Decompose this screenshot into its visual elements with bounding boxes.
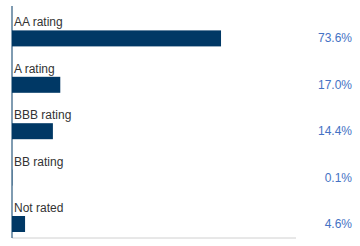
baseline [12, 6, 13, 238]
bar [12, 216, 25, 232]
data-label: 73.6% [318, 31, 352, 45]
x-axis-line [12, 238, 296, 239]
data-label: 17.0% [318, 78, 352, 92]
chart-container: AA rating 73.6% A rating 17.0% BBB rating 14.… [0, 0, 360, 246]
data-label: 4.6% [325, 217, 353, 231]
data-label: 0.1% [325, 171, 353, 185]
bar [12, 30, 221, 46]
bars [12, 30, 221, 232]
category-label: Not rated [14, 201, 63, 215]
bar [12, 77, 60, 93]
category-label: BBB rating [14, 108, 71, 122]
chart: AA rating 73.6% A rating 17.0% BBB rating 14.… [0, 0, 360, 246]
data-label: 14.4% [318, 124, 352, 138]
category-label: BB rating [14, 155, 63, 169]
labels: AA rating 73.6% A rating 17.0% BBB rating 14.… [14, 15, 352, 231]
category-label: AA rating [14, 15, 63, 29]
category-label: A rating [14, 62, 55, 76]
bar [12, 123, 53, 139]
